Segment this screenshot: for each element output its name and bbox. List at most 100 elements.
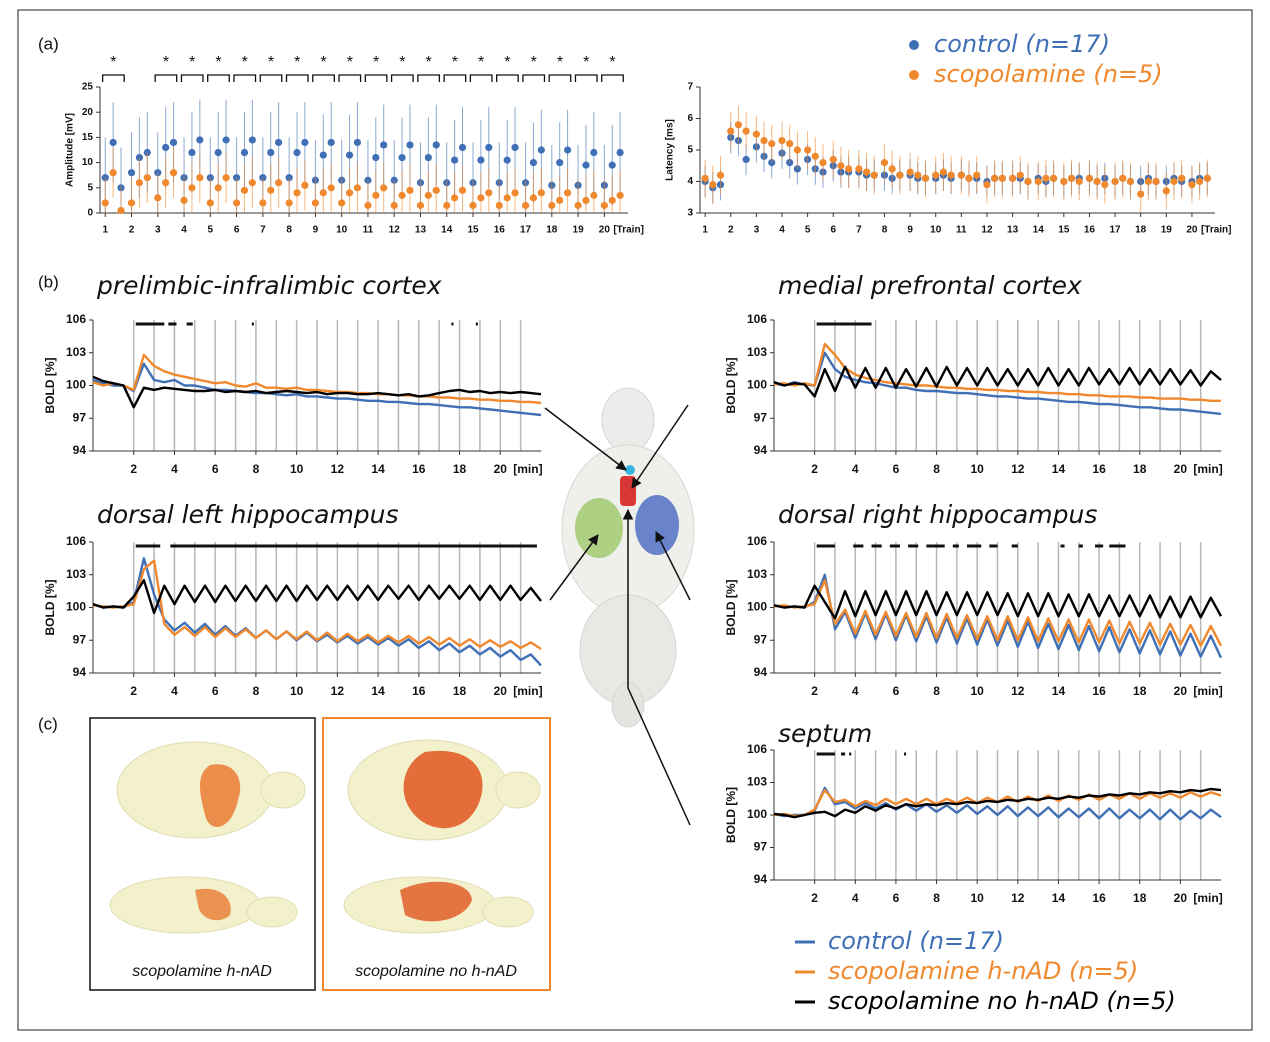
data-point [241, 149, 248, 156]
significance-star: * [399, 54, 405, 71]
data-point [417, 202, 424, 209]
y-tick-label: 103 [747, 567, 767, 581]
x-tick-label: 2 [811, 462, 818, 476]
data-point [170, 169, 177, 176]
data-point [222, 174, 229, 181]
x-tick-label: 6 [893, 462, 900, 476]
x-tick-label: 20 [494, 684, 508, 698]
data-point [459, 144, 466, 151]
x-tick-label: 16 [1092, 462, 1106, 476]
significance-star: * [504, 54, 510, 71]
data-point [830, 156, 837, 163]
legend-label: control (n=17) [828, 927, 1004, 955]
data-point [804, 146, 811, 153]
y-tick-label: 7 [687, 82, 693, 93]
x-tick-label: 12 [389, 225, 401, 236]
x-tick-label: 2 [728, 225, 734, 236]
data-point [136, 179, 143, 186]
data-point [914, 172, 921, 179]
x-tick-label: 10 [971, 462, 985, 476]
data-point [293, 149, 300, 156]
data-point [601, 202, 608, 209]
y-axis-label: BOLD [%] [724, 580, 738, 636]
significance-bracket [549, 75, 571, 82]
x-axis-label: [min] [513, 684, 542, 698]
data-point [267, 149, 274, 156]
y-tick-label: 103 [747, 345, 767, 359]
x-tick-label: 15 [467, 225, 479, 236]
significance-star: * [320, 54, 326, 71]
data-point [259, 199, 266, 206]
chart-title: prelimbic-infralimbic cortex [96, 271, 442, 300]
significance-star: * [557, 54, 563, 71]
x-tick-label: 18 [1133, 891, 1147, 905]
data-point [128, 199, 135, 206]
x-axis-label: [Train] [1201, 225, 1232, 236]
data-point [275, 139, 282, 146]
data-point [1068, 175, 1075, 182]
data-point [702, 175, 709, 182]
x-tick-label: 11 [956, 225, 967, 236]
data-point [574, 202, 581, 209]
data-point [504, 156, 511, 163]
x-tick-label: 5 [805, 225, 811, 236]
data-point [110, 139, 117, 146]
data-point [1170, 178, 1177, 185]
x-axis-label: [min] [1193, 462, 1222, 476]
significance-star: * [163, 54, 169, 71]
significance-bracket [365, 75, 387, 82]
x-tick-label: 14 [1052, 891, 1066, 905]
x-tick-label: 5 [208, 225, 214, 236]
data-point [451, 156, 458, 163]
data-point [538, 146, 545, 153]
data-point [609, 197, 616, 204]
x-tick-label: 10 [971, 684, 985, 698]
data-point [538, 189, 545, 196]
chart-title: dorsal left hippocampus [97, 500, 399, 529]
data-point [590, 192, 597, 199]
data-point [433, 141, 440, 148]
x-tick-label: 2 [130, 462, 137, 476]
data-point [837, 162, 844, 169]
figure: (a) (b) (c) scopolamine h-nAD scopo [0, 0, 1270, 1042]
data-point [812, 153, 819, 160]
data-point [425, 154, 432, 161]
significance-bracket [602, 75, 624, 82]
y-tick-label: 3 [687, 208, 693, 219]
data-point [1042, 175, 1049, 182]
significance-bracket [418, 75, 440, 82]
data-point [609, 162, 616, 169]
data-point [215, 184, 222, 191]
data-point [267, 187, 274, 194]
x-tick-label: 16 [412, 684, 426, 698]
data-point [249, 179, 256, 186]
data-point [406, 141, 413, 148]
data-point [1035, 178, 1042, 185]
data-point [786, 140, 793, 147]
x-tick-label: 18 [1135, 225, 1147, 236]
data-point [364, 202, 371, 209]
data-point [1009, 175, 1016, 182]
data-point [896, 172, 903, 179]
data-point [1060, 178, 1067, 185]
y-tick-label: 100 [747, 807, 767, 821]
data-point [1024, 178, 1031, 185]
x-tick-label: 12 [331, 684, 345, 698]
panel-label: (c) [38, 714, 58, 733]
data-point [932, 172, 939, 179]
data-point [778, 137, 785, 144]
significance-star: * [215, 54, 221, 71]
data-point [222, 136, 229, 143]
chart-title: medial prefrontal cortex [778, 271, 1082, 300]
x-tick-label: 19 [1161, 225, 1173, 236]
x-tick-label: 16 [412, 462, 426, 476]
data-point [965, 175, 972, 182]
y-axis-label: BOLD [%] [724, 358, 738, 414]
x-tick-label: 14 [371, 462, 385, 476]
significance-bracket [103, 75, 125, 82]
significance-bracket [181, 75, 203, 82]
significance-bracket [392, 75, 414, 82]
data-point [511, 144, 518, 151]
x-tick-label: 10 [336, 225, 348, 236]
data-point [144, 174, 151, 181]
